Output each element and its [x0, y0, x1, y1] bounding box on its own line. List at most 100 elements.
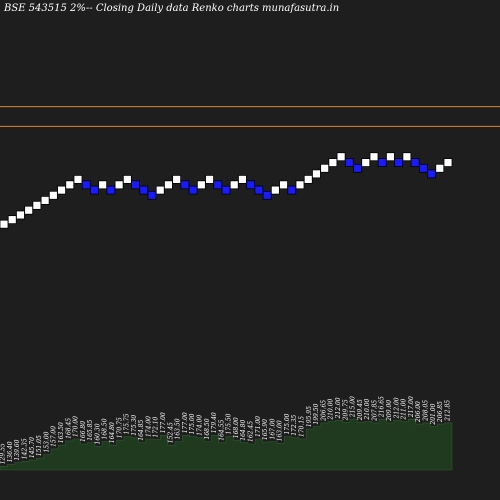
renko-brick-down [139, 185, 149, 195]
volume-label: 209.45 [357, 399, 364, 421]
renko-brick-up [7, 215, 17, 225]
volume-label: 145.70 [29, 437, 36, 458]
renko-brick-up [16, 210, 25, 220]
volume-label: 170.75 [116, 417, 123, 438]
renko-brick-up [48, 190, 58, 200]
volume-label: 177.00 [160, 412, 167, 433]
volume-label: 142.35 [22, 438, 29, 459]
renko-brick-down [180, 180, 190, 190]
volume-label: 208.05 [422, 400, 429, 422]
volume-label: 129.55 [0, 443, 7, 464]
volume-label: 210.00 [364, 398, 371, 420]
volume-label: 164.55 [218, 420, 225, 441]
renko-brick-up [98, 180, 108, 190]
volume-label: 210.00 [328, 398, 335, 420]
renko-brick-up [57, 185, 66, 195]
renko-brick-down [344, 158, 354, 167]
renko-brick-up [312, 169, 321, 179]
volume-label: 166.80 [80, 421, 87, 442]
volume-label: 206.00 [415, 401, 422, 423]
renko-brick-down [147, 190, 157, 200]
volume-label: 163.50 [58, 422, 65, 443]
renko-brick-up [196, 180, 206, 190]
renko-brick-up [172, 174, 182, 184]
volume-label: 174.00 [145, 416, 152, 437]
volume-label: 209.75 [342, 399, 349, 421]
volume-label: 212.00 [335, 397, 342, 419]
volume-label: 172.35 [291, 415, 298, 436]
renko-brick-down [131, 180, 140, 190]
renko-brick-up [361, 158, 371, 167]
renko-brick-down [394, 158, 404, 167]
renko-brick-down [427, 169, 436, 179]
renko-brick-down [81, 180, 91, 190]
renko-brick-up [328, 158, 338, 167]
renko-brick-up [303, 174, 313, 184]
volume-label: 211.00 [401, 398, 408, 420]
volume-label: 171.00 [255, 416, 262, 437]
renko-brick-down [418, 163, 428, 173]
renko-bricks [0, 152, 453, 229]
volume-label: 195.95 [306, 406, 313, 427]
renko-brick-up [336, 152, 346, 162]
volume-label: 139.60 [14, 439, 21, 460]
volume-label: 163.50 [175, 418, 182, 439]
volume-label: 136.40 [7, 441, 14, 462]
renko-brick-up [238, 174, 247, 184]
renko-brick-down [188, 185, 198, 195]
renko-brick-down [246, 180, 256, 190]
volume-label: 175.00 [189, 413, 196, 434]
renko-brick-up [32, 200, 42, 210]
volume-label: 165.85 [87, 420, 94, 441]
volume-label: 157.00 [51, 426, 58, 447]
renko-brick-down [353, 163, 362, 173]
volume-labels: 129.55 136.40 139.60 142.35 145.70 151.05 153.… [0, 396, 451, 464]
renko-brick-up [40, 195, 50, 205]
volume-label: 207.85 [371, 400, 378, 422]
renko-brick-down [90, 185, 99, 195]
renko-brick-up [295, 180, 305, 190]
volume-label: 168.50 [204, 418, 211, 439]
volume-label: 174.00 [196, 415, 203, 436]
renko-brick-down [377, 158, 387, 167]
renko-brick-down [287, 185, 297, 195]
renko-brick-up [369, 152, 379, 162]
volume-label: 175.30 [131, 415, 138, 436]
renko-brick-down [106, 185, 116, 195]
volume-label: 199.50 [313, 403, 320, 424]
volume-label: 164.80 [109, 422, 116, 443]
volume-label: 172.10 [153, 416, 160, 437]
renko-brick-down [221, 185, 231, 195]
renko-brick-up [155, 185, 165, 195]
volume-label: 177.00 [182, 412, 189, 433]
volume-label: 175.75 [124, 413, 131, 434]
volume-label: 217.00 [408, 396, 415, 418]
volume-area [0, 418, 453, 471]
renko-brick-up [0, 219, 9, 229]
volume-label: 175.00 [284, 413, 291, 434]
renko-brick-up [435, 163, 445, 173]
renko-brick-up [402, 152, 412, 162]
reference-lines [0, 106, 500, 127]
volume-area-path [0, 418, 453, 471]
volume-label: 164.85 [138, 420, 145, 441]
volume-label: 164.80 [240, 420, 247, 441]
volume-label: 167.00 [269, 418, 276, 439]
volume-label: 168.45 [65, 418, 72, 439]
volume-label: 216.65 [379, 396, 386, 418]
volume-label: 151.05 [36, 435, 43, 456]
renko-brick-up [386, 152, 395, 162]
volume-label: 212.85 [444, 400, 451, 422]
renko-brick-down [410, 158, 420, 167]
renko-brick-up [320, 163, 330, 173]
renko-brick-up [122, 174, 132, 184]
renko-brick-up [24, 205, 34, 215]
volume-label: 206.85 [437, 401, 444, 423]
volume-label: 152.45 [167, 422, 174, 443]
volume-label: 206.65 [320, 400, 327, 422]
volume-label: 201.00 [430, 403, 437, 425]
volume-label: 165.90 [262, 419, 269, 440]
volume-label: 163.00 [277, 420, 284, 441]
